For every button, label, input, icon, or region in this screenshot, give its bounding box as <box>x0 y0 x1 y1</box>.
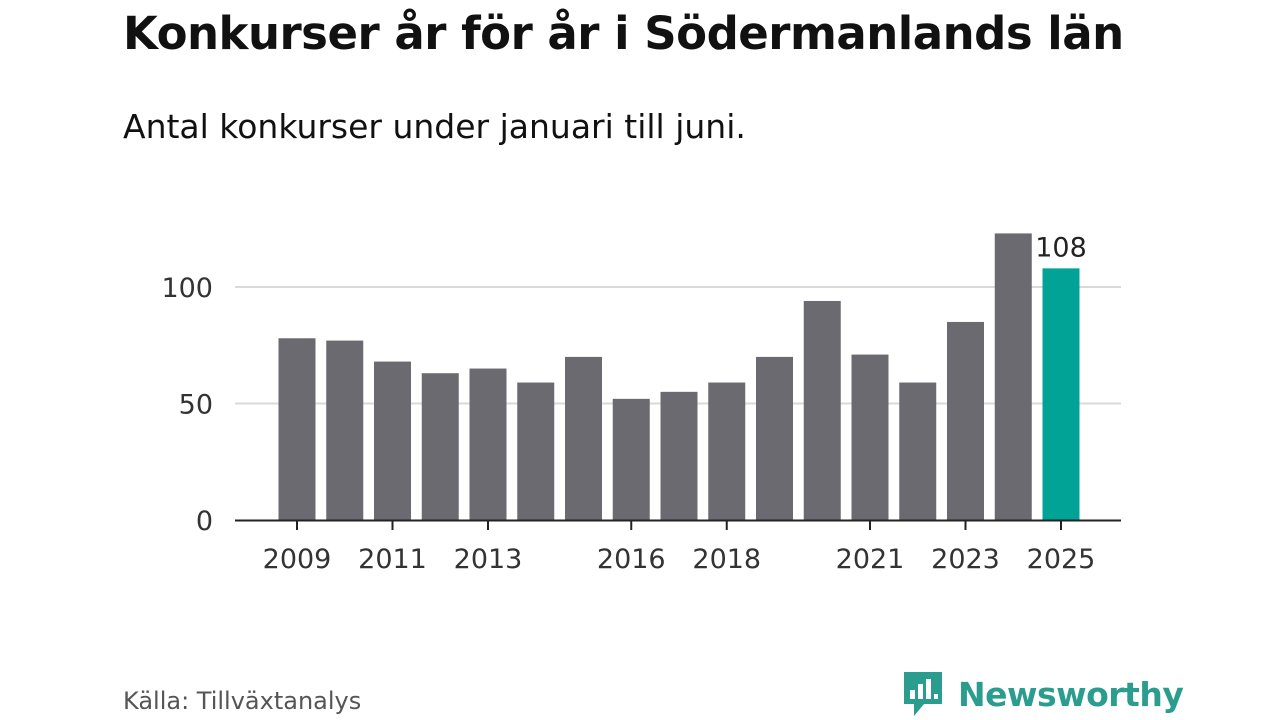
bar-2024 <box>994 233 1032 520</box>
bar-2012 <box>421 373 459 520</box>
gridlines <box>235 286 1121 405</box>
y-tick-label: 50 <box>179 390 213 421</box>
x-tick-label: 2025 <box>1027 544 1096 575</box>
bar-2019 <box>756 356 793 520</box>
bar-2023 <box>947 321 984 520</box>
bar-2015 <box>565 356 602 520</box>
source-note: Källa: Tillväxtanalys <box>123 687 362 715</box>
x-tick-label: 2009 <box>263 544 332 575</box>
y-tick-label: 100 <box>161 273 213 304</box>
bar-2022 <box>899 382 937 520</box>
bar-2011 <box>374 361 411 520</box>
bar-2009 <box>278 338 316 520</box>
brand-logo: Newsworthy <box>902 670 1184 718</box>
y-tick-labels: 0 50 100 <box>161 273 213 537</box>
x-tick-label: 2013 <box>454 544 523 575</box>
chart-title: Konkurser år för år i Södermanlands län <box>123 7 1124 60</box>
bar-2017 <box>660 391 698 520</box>
x-ticks: 2009 2011 2013 2016 2018 2021 2023 2025 <box>263 520 1096 575</box>
bar-2014 <box>517 382 555 520</box>
bar-2021 <box>851 354 889 520</box>
bars <box>278 233 1080 520</box>
y-tick-label: 0 <box>196 506 213 537</box>
brand-name: Newsworthy <box>958 674 1184 714</box>
x-tick-label: 2011 <box>358 544 427 575</box>
bar-2010 <box>326 340 364 520</box>
bar-2018 <box>708 382 746 520</box>
bar-2016 <box>612 398 650 520</box>
bar-2025 <box>1042 268 1080 520</box>
x-tick-label: 2018 <box>692 544 761 575</box>
bar-2020 <box>803 300 841 520</box>
chart-subtitle: Antal konkurser under januari till juni. <box>123 107 746 146</box>
newsworthy-logo-icon <box>904 672 942 716</box>
x-tick-label: 2016 <box>597 544 666 575</box>
bar-2013 <box>469 368 507 520</box>
value-labels: 108 <box>1035 232 1087 263</box>
x-tick-label: 2023 <box>931 544 1000 575</box>
x-tick-label: 2021 <box>836 544 905 575</box>
value-label: 108 <box>1035 232 1087 263</box>
